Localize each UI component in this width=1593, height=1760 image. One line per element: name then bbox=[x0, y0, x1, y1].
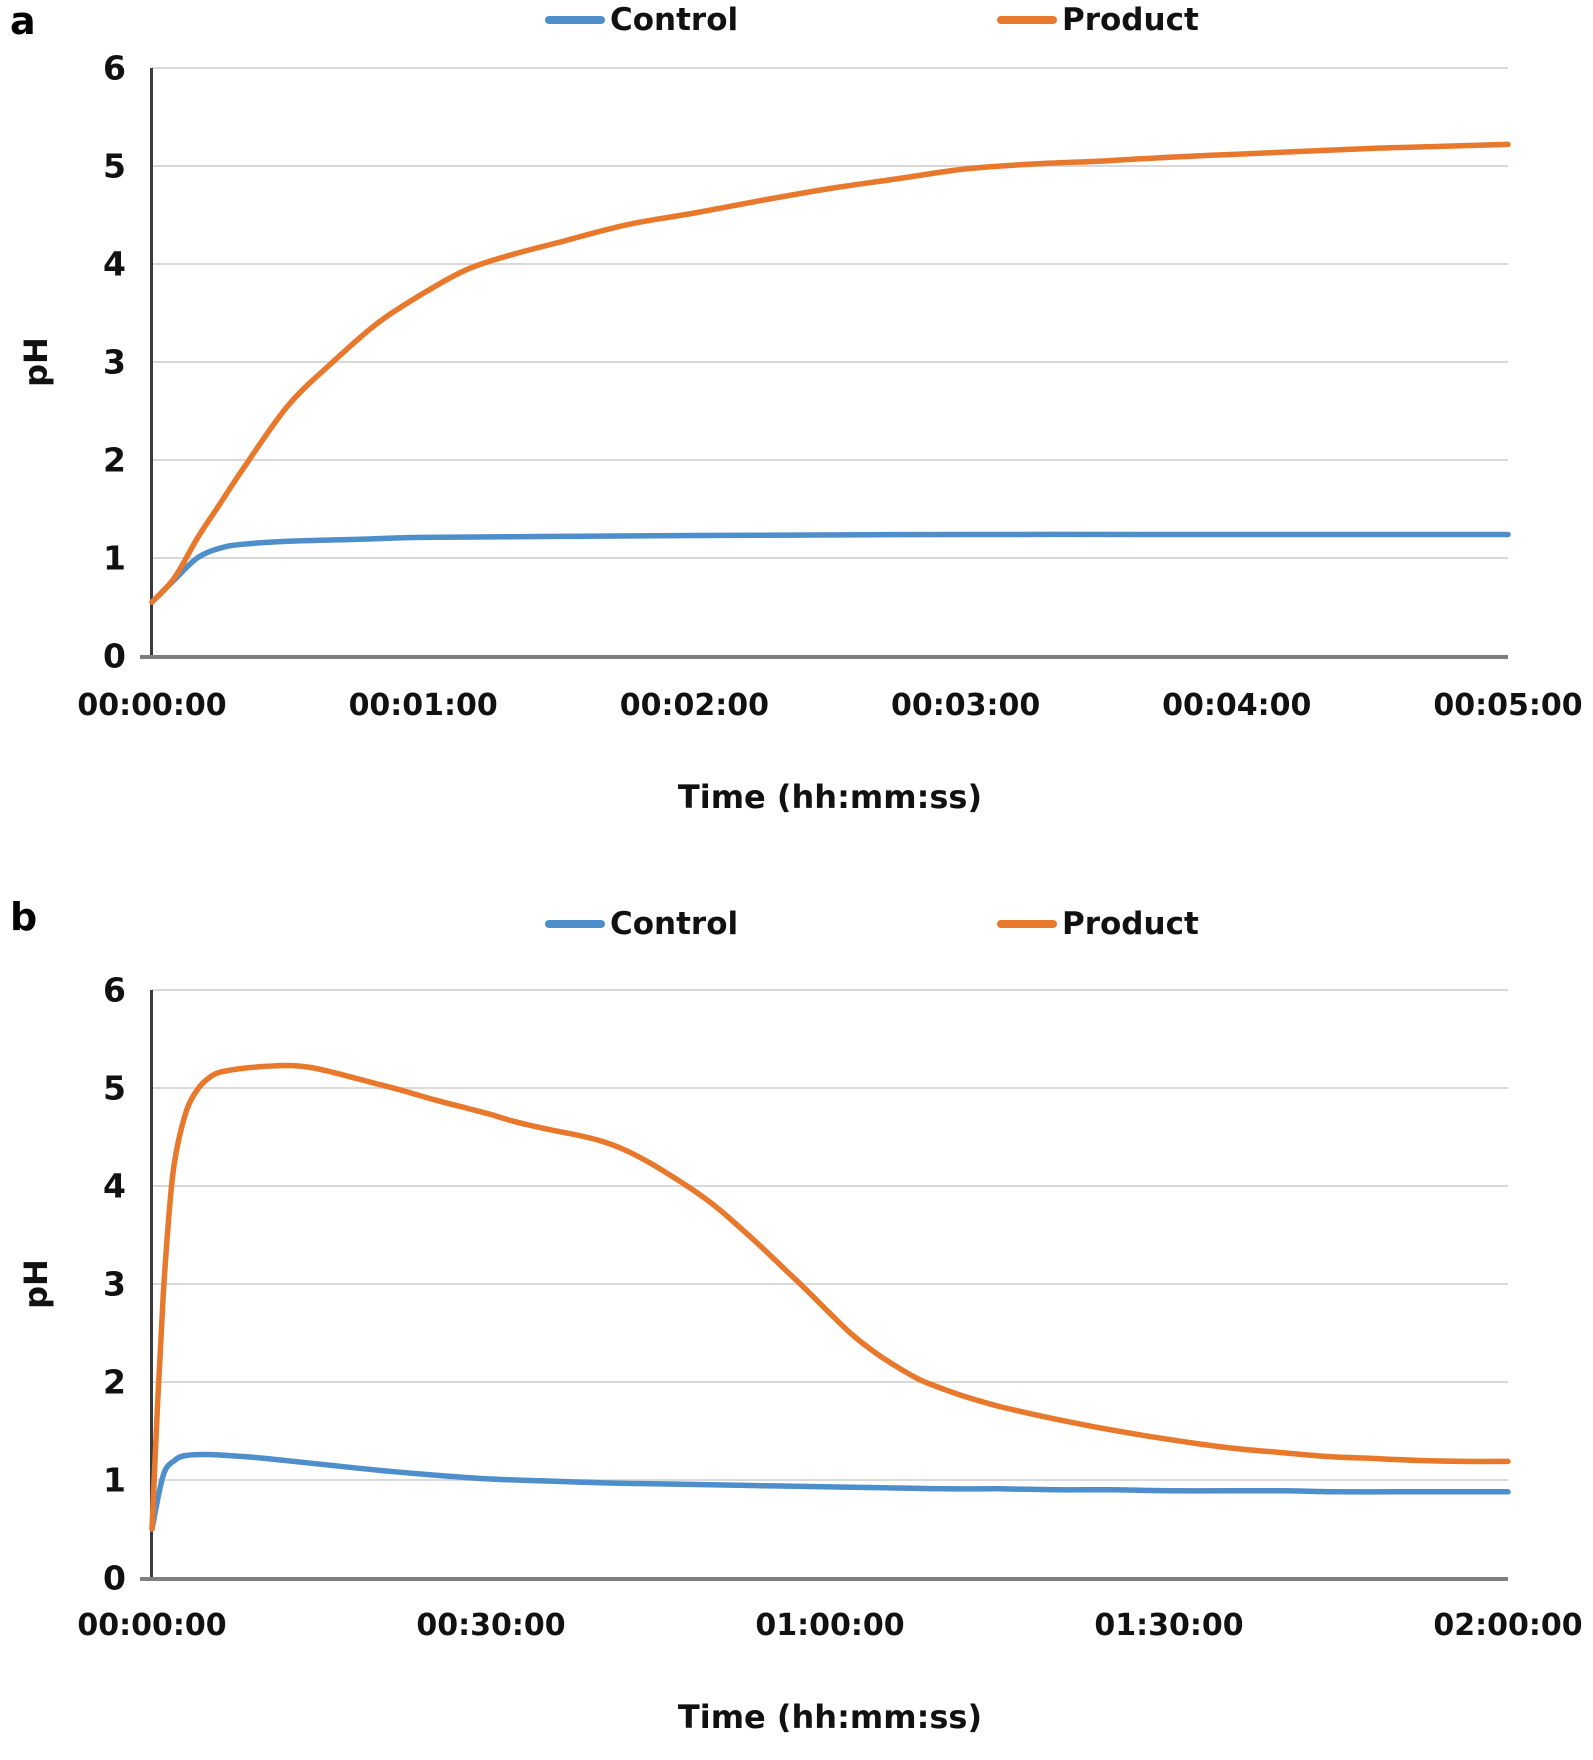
gridline bbox=[152, 1087, 1508, 1089]
y-tick-label: 3 bbox=[103, 1264, 126, 1304]
x-tick-label: 00:03:00 bbox=[890, 688, 1041, 723]
legend-item-control: Control bbox=[545, 904, 738, 944]
y-tick-label: 4 bbox=[103, 244, 126, 284]
y-tick-label: 4 bbox=[103, 1166, 126, 1206]
x-tick-label: 01:00:00 bbox=[755, 1608, 905, 1643]
control-line-swatch bbox=[545, 920, 605, 928]
product-line-swatch bbox=[997, 920, 1057, 928]
control-line-swatch bbox=[545, 16, 605, 24]
control-line bbox=[149, 531, 1511, 605]
plot-area-a bbox=[140, 67, 1511, 659]
legend-label-product: Product bbox=[1062, 906, 1199, 942]
chart-a-curves bbox=[149, 141, 1511, 605]
panel-b-letter: b bbox=[10, 895, 38, 939]
control-line bbox=[149, 1451, 1511, 1532]
x-axis-line bbox=[140, 1577, 1508, 1581]
product-line bbox=[149, 1062, 1511, 1532]
legend-item-product: Product bbox=[997, 0, 1199, 40]
x-axis-ticks: 00:00:00 00:01:00 00:02:00 00:03:00 00:04:00… bbox=[77, 688, 1582, 728]
y-axis-ticks: 0 1 2 3 4 5 6 bbox=[45, 971, 140, 1598]
gridline bbox=[152, 1185, 1508, 1187]
x-tick-label: 00:30:00 bbox=[416, 1608, 566, 1643]
gridline bbox=[152, 263, 1508, 265]
y-tick-label: 3 bbox=[103, 342, 126, 382]
y-axis-line bbox=[150, 68, 153, 656]
y-axis-line bbox=[150, 990, 153, 1578]
gridline bbox=[152, 165, 1508, 167]
product-line bbox=[149, 141, 1511, 605]
legend-item-product: Product bbox=[997, 904, 1199, 944]
x-tick-label: 00:00:00 bbox=[77, 688, 227, 723]
y-tick-label: 0 bbox=[103, 636, 126, 676]
gridline bbox=[152, 459, 1508, 461]
y-tick-label: 5 bbox=[103, 1068, 126, 1108]
y-tick-label: 5 bbox=[103, 146, 126, 186]
x-tick-label: 00:05:00 bbox=[1433, 688, 1583, 723]
x-tick-label: 00:01:00 bbox=[348, 688, 498, 723]
y-tick-label: 6 bbox=[103, 48, 126, 88]
y-tick-label: 0 bbox=[103, 1558, 126, 1598]
x-axis-ticks: 00:00:00 00:30:00 01:00:00 01:30:00 02:00:00 bbox=[77, 1608, 1582, 1648]
legend-label-product: Product bbox=[1062, 2, 1199, 38]
y-tick-label: 6 bbox=[103, 970, 126, 1010]
legend-label-control: Control bbox=[610, 906, 739, 942]
x-tick-label: 01:30:00 bbox=[1094, 1608, 1244, 1643]
legend-item-control: Control bbox=[545, 0, 738, 40]
panel-a-letter: a bbox=[10, 0, 36, 43]
gridline bbox=[152, 1381, 1508, 1383]
x-axis-title: Time (hh:mm:ss) bbox=[677, 1698, 983, 1736]
product-line-swatch bbox=[997, 16, 1057, 24]
x-tick-label: 00:02:00 bbox=[619, 688, 770, 723]
x-axis-title: Time (hh:mm:ss) bbox=[677, 778, 983, 816]
x-tick-label: 02:00:00 bbox=[1433, 1608, 1583, 1643]
y-tick-label: 1 bbox=[103, 538, 126, 578]
gridline bbox=[152, 989, 1508, 991]
x-tick-label: 00:04:00 bbox=[1162, 688, 1312, 723]
gridline bbox=[152, 557, 1508, 559]
y-tick-label: 2 bbox=[103, 440, 126, 480]
gridline bbox=[152, 1479, 1508, 1481]
legend-label-control: Control bbox=[610, 2, 739, 38]
x-axis-line bbox=[140, 655, 1508, 659]
y-tick-label: 1 bbox=[103, 1460, 126, 1500]
gridline bbox=[152, 361, 1508, 363]
chart-b-curves bbox=[149, 1062, 1511, 1532]
y-axis-ticks: 0 1 2 3 4 5 6 bbox=[45, 49, 140, 676]
y-tick-label: 2 bbox=[103, 1362, 126, 1402]
x-tick-label: 00:00:00 bbox=[77, 1608, 227, 1643]
gridline bbox=[152, 1283, 1508, 1285]
plot-area-b bbox=[140, 989, 1511, 1581]
gridline bbox=[152, 67, 1508, 69]
